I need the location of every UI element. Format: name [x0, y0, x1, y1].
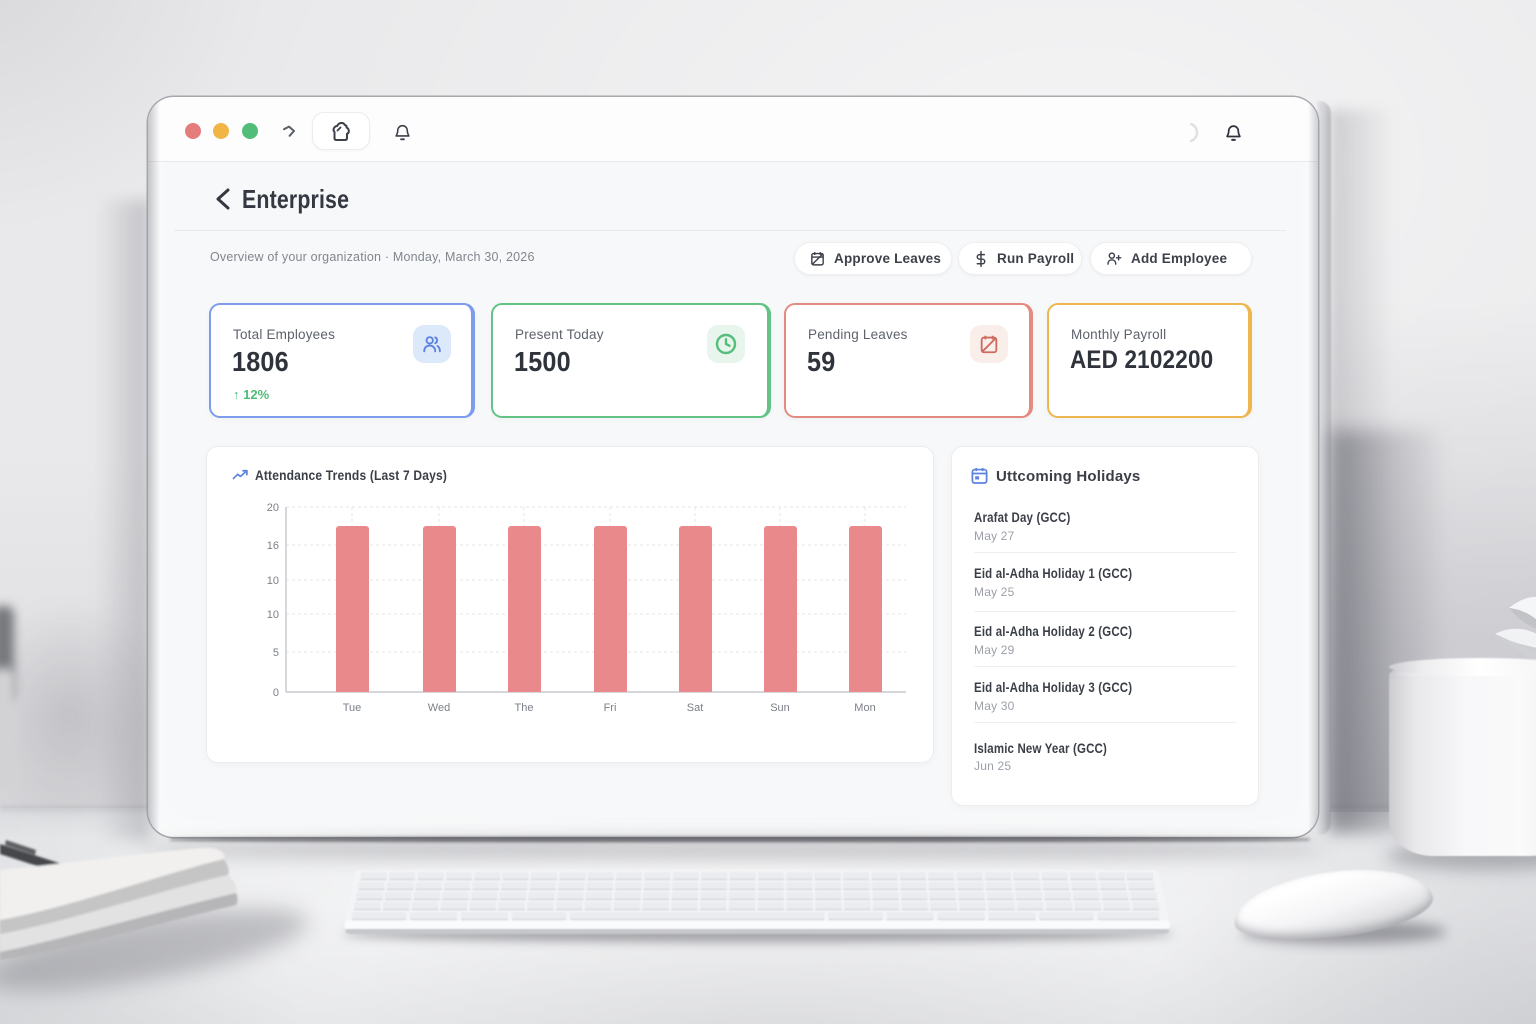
svg-text:Wed: Wed [428, 702, 450, 714]
svg-text:Sat: Sat [687, 702, 704, 714]
svg-text:Sun: Sun [770, 702, 790, 714]
svg-text:16: 16 [267, 540, 279, 552]
svg-text:20: 20 [267, 502, 279, 514]
svg-text:0: 0 [273, 687, 279, 699]
svg-text:10: 10 [267, 575, 279, 587]
svg-text:Fri: Fri [604, 702, 617, 714]
svg-text:The: The [515, 702, 534, 714]
svg-text:5: 5 [273, 647, 279, 659]
svg-text:Tue: Tue [343, 702, 362, 714]
svg-text:Mon: Mon [854, 702, 875, 714]
svg-text:10: 10 [267, 609, 279, 621]
